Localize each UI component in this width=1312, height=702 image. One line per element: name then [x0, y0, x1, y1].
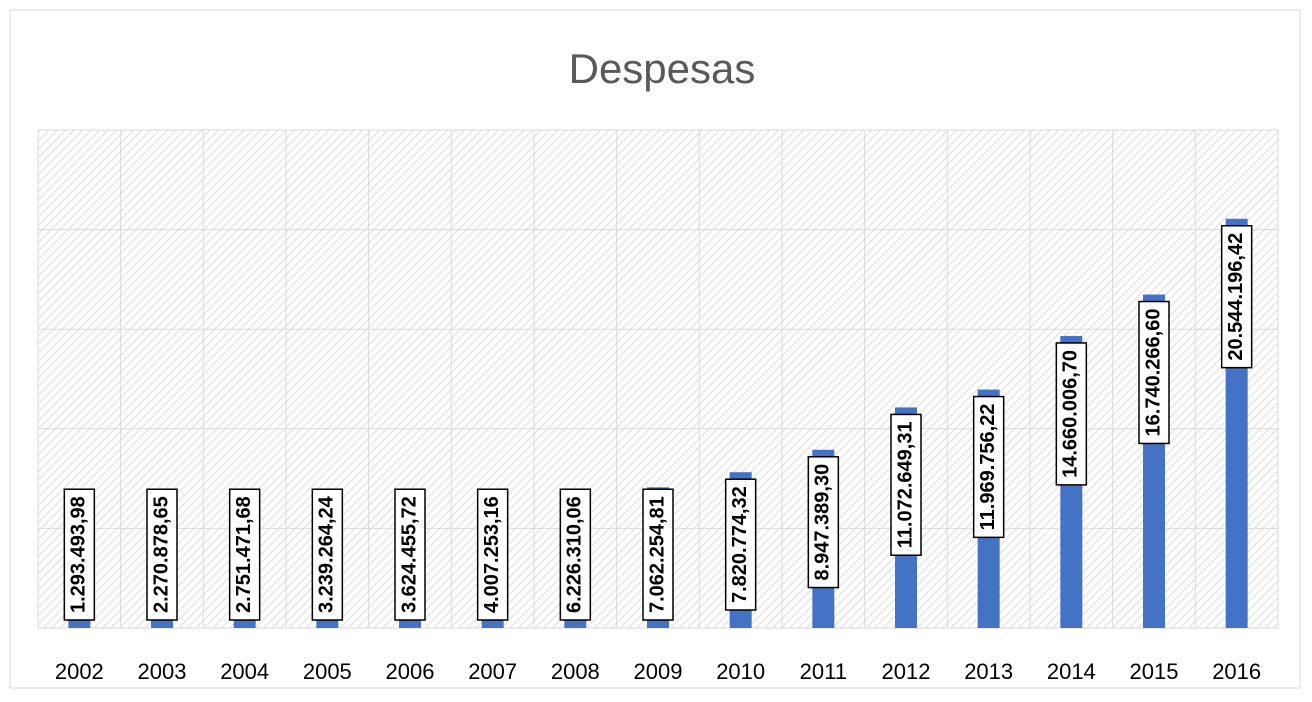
x-tick-label: 2011 [800, 659, 847, 684]
data-label-text: 16.740.266,60 [1142, 309, 1164, 437]
x-tick-label: 2009 [634, 659, 683, 684]
data-label-box [394, 488, 426, 621]
data-label: 3.239.264,24 [311, 488, 344, 621]
data-label-text: 6.226.310,06 [564, 496, 586, 613]
data-label-box [63, 488, 96, 621]
data-label-box [146, 488, 178, 621]
x-tick-label: 2010 [716, 659, 765, 684]
data-label-text: 8.947.389,30 [812, 464, 834, 581]
x-tick-label: 2003 [138, 659, 187, 684]
x-tick-label: 2012 [882, 659, 931, 684]
x-tick-label: 2006 [386, 659, 435, 684]
chart-title: Despesas [569, 45, 756, 92]
data-label-text: 3.624.455,72 [398, 496, 420, 613]
data-label-text: 2.751.471,68 [233, 496, 255, 613]
data-label-box [890, 413, 922, 556]
data-label: 20.544.196,42 [1220, 225, 1253, 369]
x-tick-label: 2015 [1130, 659, 1179, 684]
data-label: 11.072.649,31 [890, 413, 922, 556]
data-label-box [1055, 342, 1088, 486]
data-label-box [972, 395, 1005, 539]
data-label: 6.226.310,06 [559, 488, 592, 621]
data-label: 11.969.756,22 [972, 395, 1005, 539]
data-label-text: 11.969.756,22 [977, 404, 999, 531]
data-label-box [559, 488, 592, 621]
data-label-text: 4.007.253,16 [481, 496, 503, 613]
data-label-box [1220, 225, 1253, 369]
data-label-text: 14.660.006,70 [1060, 350, 1082, 478]
data-label-box [642, 488, 674, 621]
data-label-text: 2.270.878,65 [150, 496, 172, 613]
x-tick-label: 2002 [55, 659, 104, 684]
data-label: 7.820.774,32 [724, 478, 757, 611]
data-label-box [807, 456, 840, 589]
data-label: 3.624.455,72 [394, 488, 426, 621]
data-label-text: 7.062.254,81 [646, 496, 668, 613]
x-tick-label: 2005 [303, 659, 352, 684]
data-label-box [476, 488, 509, 621]
data-label-text: 3.239.264,24 [316, 495, 338, 613]
data-label: 8.947.389,30 [807, 456, 840, 589]
x-tick-label: 2016 [1212, 659, 1261, 684]
data-label: 16.740.266,60 [1138, 300, 1170, 445]
data-label-text: 11.072.649,31 [894, 421, 916, 548]
data-label: 7.062.254,81 [642, 488, 674, 621]
data-label: 2.270.878,65 [146, 488, 178, 621]
x-tick-label: 2013 [964, 659, 1013, 684]
x-tick-label: 2008 [551, 659, 600, 684]
data-label: 4.007.253,16 [476, 488, 509, 621]
data-label: 1.293.493,98 [63, 488, 96, 621]
data-label: 2.751.471,68 [228, 488, 261, 621]
data-label-text: 20.544.196,42 [1225, 233, 1247, 361]
x-tick-label: 2007 [468, 659, 517, 684]
data-label-box [724, 478, 757, 611]
x-tick-label: 2004 [220, 659, 269, 684]
data-label: 14.660.006,70 [1055, 342, 1088, 486]
data-label-box [228, 488, 261, 621]
data-label-box [311, 488, 344, 621]
data-label-text: 7.820.774,32 [729, 486, 751, 603]
data-label-box [1138, 300, 1170, 445]
data-label-text: 1.293.493,98 [68, 496, 90, 613]
x-tick-label: 2014 [1047, 659, 1096, 684]
